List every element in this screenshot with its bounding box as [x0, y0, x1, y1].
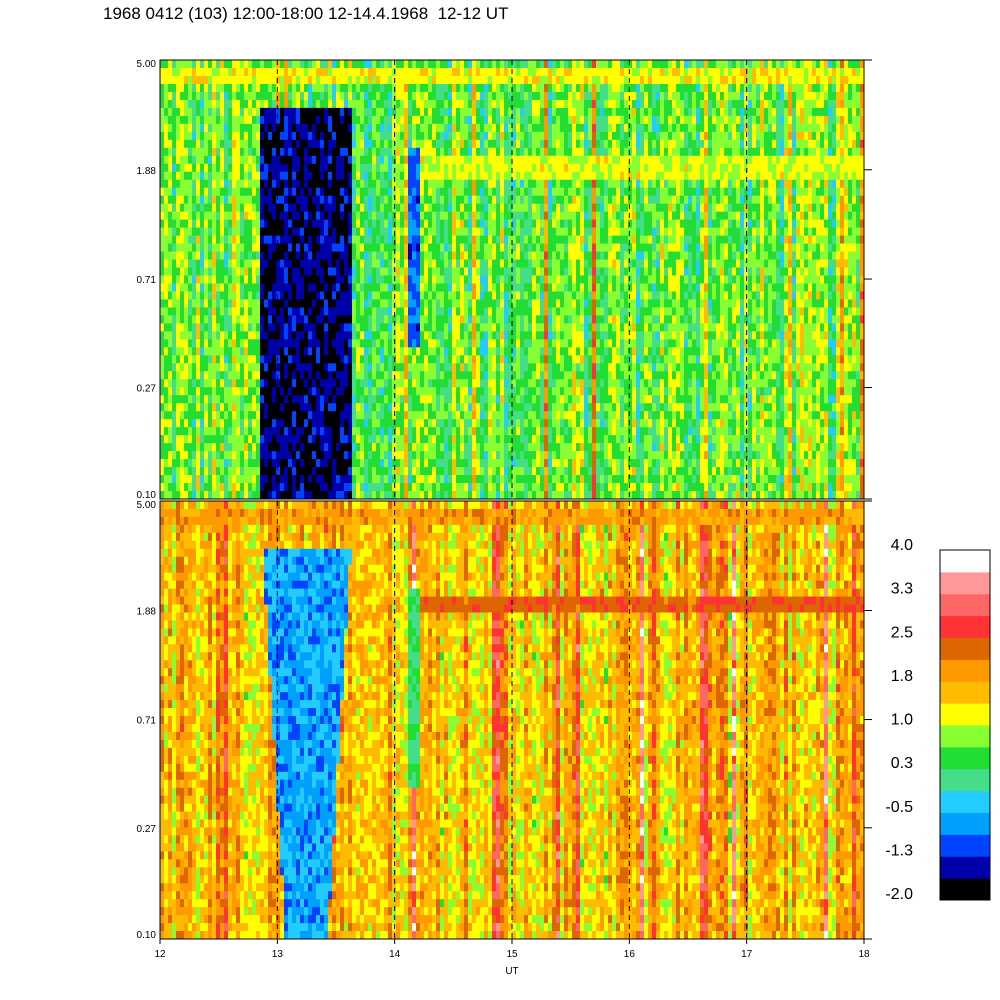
colorbar-tick-label: -1.3 [885, 842, 913, 859]
y-tick-label: 0.71 [137, 716, 157, 727]
colorbar-tick-label: 1.8 [891, 668, 913, 685]
colorbar-segment [940, 725, 990, 748]
x-tick-label: 17 [741, 949, 753, 960]
chart-title: 1968 0412 (103) 12:00-18:00 12-14.4.1968… [103, 4, 509, 23]
heatmap-panel-lower [159, 500, 865, 940]
colorbar-tick-label: 1.0 [891, 712, 913, 729]
x-tick-label: 12 [154, 949, 166, 960]
colorbar: 4.0 3.3 2.5 1.8 1.0 0.3 -0.5 -1.3 -2.0 [885, 537, 991, 903]
y-tick-label: 0.27 [137, 384, 157, 395]
x-tick-label: 13 [272, 949, 284, 960]
colorbar-segment [940, 659, 990, 682]
heatmap-panel-upper [159, 59, 865, 500]
y-tick-label: 0.71 [137, 275, 157, 286]
colorbar-segment [940, 812, 990, 835]
colorbar-segment [940, 681, 990, 704]
y-tick-label: 1.88 [137, 166, 157, 177]
y-tick-label: 5.00 [137, 59, 157, 70]
colorbar-segment [940, 615, 990, 639]
y-tick-label: 0.10 [137, 490, 157, 501]
colorbar-segment [940, 703, 990, 726]
colorbar-tick-label: -2.0 [885, 886, 913, 903]
x-tick-label: 15 [506, 949, 518, 960]
y-tick-label: 1.88 [137, 607, 157, 618]
colorbar-tick-label: -0.5 [885, 799, 913, 816]
colorbar-tick-label: 4.0 [891, 537, 913, 554]
x-axis-label: UT [505, 966, 518, 977]
colorbar-segment [940, 856, 990, 879]
y-tick-label: 5.00 [137, 500, 157, 511]
x-tick-label: 16 [624, 949, 636, 960]
colorbar-segment [940, 550, 990, 573]
colorbar-frame [939, 549, 991, 901]
colorbar-segment [940, 834, 990, 857]
colorbar-segment [940, 593, 990, 617]
colorbar-tick-label: 0.3 [891, 755, 913, 772]
colorbar-segment [940, 768, 990, 792]
colorbar-segment [940, 746, 990, 770]
y-tick-label: 0.10 [137, 930, 157, 941]
colorbar-tick-label: 2.5 [891, 624, 913, 641]
colorbar-segment [940, 878, 990, 901]
colorbar-segment [940, 637, 990, 660]
y-tick-label: 0.27 [137, 824, 157, 835]
colorbar-tick-label: 3.3 [891, 581, 913, 598]
colorbar-segment [940, 571, 990, 595]
colorbar-segment [940, 790, 990, 814]
x-tick-label: 18 [858, 949, 870, 960]
x-tick-label: 14 [389, 949, 401, 960]
